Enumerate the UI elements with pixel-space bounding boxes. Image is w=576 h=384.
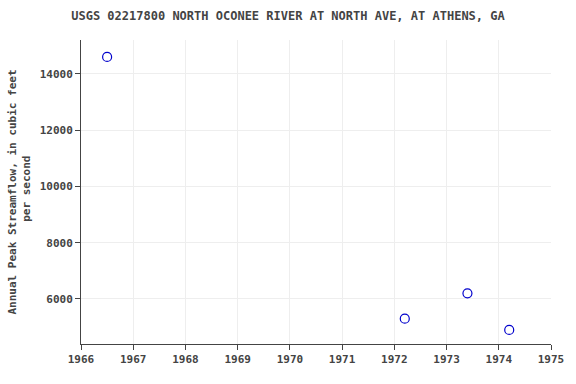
svg-text:Annual Peak Streamflow, in cub: Annual Peak Streamflow, in cubic feet pe… bbox=[6, 69, 33, 314]
svg-text:8000: 8000 bbox=[46, 237, 73, 250]
svg-text:1968: 1968 bbox=[172, 353, 199, 366]
svg-text:14000: 14000 bbox=[40, 68, 73, 81]
svg-text:1975: 1975 bbox=[538, 353, 565, 366]
svg-text:10000: 10000 bbox=[40, 180, 73, 193]
svg-text:1967: 1967 bbox=[120, 353, 147, 366]
svg-text:1970: 1970 bbox=[277, 353, 304, 366]
svg-text:6000: 6000 bbox=[46, 293, 73, 306]
svg-text:12000: 12000 bbox=[40, 124, 73, 137]
svg-text:1972: 1972 bbox=[381, 353, 408, 366]
svg-text:1974: 1974 bbox=[486, 353, 513, 366]
svg-text:1971: 1971 bbox=[329, 353, 356, 366]
svg-text:1973: 1973 bbox=[433, 353, 460, 366]
svg-text:USGS 02217800 NORTH OCONEE RIV: USGS 02217800 NORTH OCONEE RIVER AT NORT… bbox=[71, 9, 505, 23]
svg-text:1969: 1969 bbox=[224, 353, 251, 366]
svg-text:1966: 1966 bbox=[68, 353, 95, 366]
